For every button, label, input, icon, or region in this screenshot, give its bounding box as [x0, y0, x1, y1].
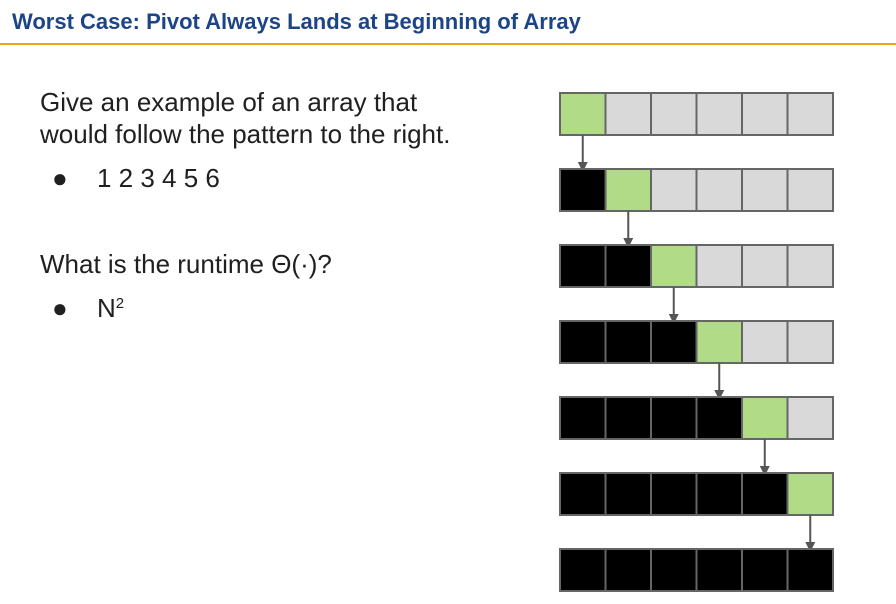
- sorted-cell: [604, 396, 652, 440]
- sorted-cell: [695, 396, 743, 440]
- sorted-cell: [786, 548, 834, 592]
- bullet-dot-icon: ●: [52, 293, 68, 323]
- sorted-cell: [650, 548, 698, 592]
- pivot-cell: [604, 168, 652, 212]
- unsorted-cell: [786, 396, 834, 440]
- question-example-line-2: would follow the pattern to the right.: [40, 119, 451, 149]
- sorted-cell: [650, 320, 698, 364]
- unsorted-cell: [741, 92, 789, 136]
- sorted-cell: [559, 320, 607, 364]
- unsorted-cell: [604, 92, 652, 136]
- pivot-cell: [559, 92, 607, 136]
- sorted-cell: [559, 244, 607, 288]
- pivot-cell: [695, 320, 743, 364]
- pivot-cell: [741, 396, 789, 440]
- unsorted-cell: [741, 320, 789, 364]
- sorted-cell: [650, 396, 698, 440]
- unsorted-cell: [695, 92, 743, 136]
- array-row: [559, 396, 834, 440]
- sorted-cell: [741, 472, 789, 516]
- title-divider: [0, 43, 896, 45]
- array-row: [559, 244, 834, 288]
- unsorted-cell: [650, 92, 698, 136]
- sorted-cell: [695, 548, 743, 592]
- sorted-cell: [695, 472, 743, 516]
- slide-title: Worst Case: Pivot Always Lands at Beginn…: [12, 9, 581, 34]
- sorted-cell: [650, 472, 698, 516]
- unsorted-cell: [741, 168, 789, 212]
- answer-runtime-bullet: ● N2: [52, 293, 124, 323]
- array-row: [559, 320, 834, 364]
- sorted-cell: [604, 244, 652, 288]
- unsorted-cell: [786, 168, 834, 212]
- sorted-cell: [559, 396, 607, 440]
- answer-example-text: 1 2 3 4 5 6: [97, 163, 220, 193]
- answer-runtime-base: N: [97, 293, 116, 323]
- question-runtime: What is the runtime Θ(·)?: [40, 249, 332, 279]
- answer-runtime-exponent: 2: [115, 295, 125, 312]
- array-row: [559, 548, 834, 592]
- sorted-cell: [559, 168, 607, 212]
- sorted-cell: [604, 548, 652, 592]
- question-example-line-1: Give an example of an array that: [40, 87, 418, 117]
- unsorted-cell: [695, 168, 743, 212]
- sorted-cell: [741, 548, 789, 592]
- unsorted-cell: [786, 320, 834, 364]
- unsorted-cell: [786, 92, 834, 136]
- unsorted-cell: [650, 168, 698, 212]
- pivot-cell: [650, 244, 698, 288]
- sorted-cell: [559, 548, 607, 592]
- array-row: [559, 92, 834, 136]
- unsorted-cell: [695, 244, 743, 288]
- bullet-dot-icon: ●: [52, 163, 68, 193]
- pivot-cell: [786, 472, 834, 516]
- sorted-cell: [559, 472, 607, 516]
- sorted-cell: [604, 320, 652, 364]
- unsorted-cell: [741, 244, 789, 288]
- array-row: [559, 472, 834, 516]
- unsorted-cell: [786, 244, 834, 288]
- answer-example-bullet: ● 1 2 3 4 5 6: [52, 163, 220, 193]
- question-example: Give an example of an array that would f…: [40, 86, 450, 150]
- sorted-cell: [604, 472, 652, 516]
- array-row: [559, 168, 834, 212]
